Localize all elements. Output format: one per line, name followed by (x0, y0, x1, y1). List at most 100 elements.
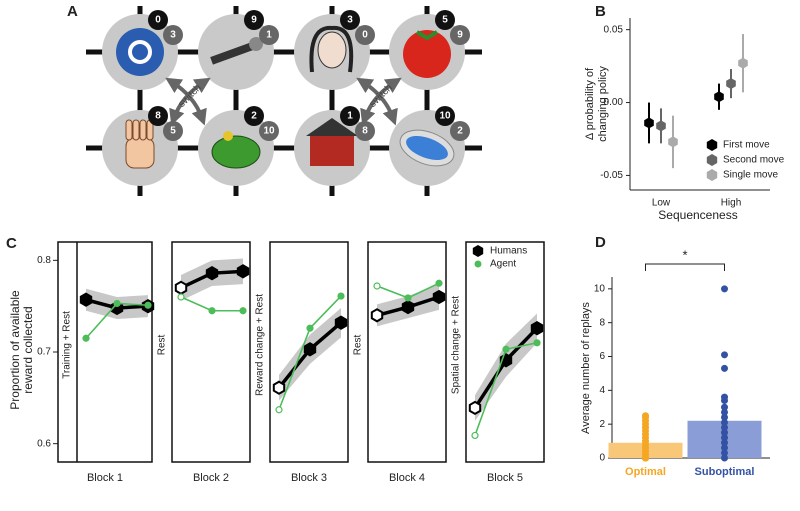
switch-arrow (169, 77, 211, 126)
point (644, 117, 654, 129)
point (177, 293, 185, 301)
y-tick-label: 4 (599, 385, 605, 396)
y-axis-label: changing policy (597, 66, 609, 142)
icon (223, 131, 233, 141)
legend-label: Agent (490, 259, 516, 270)
point (668, 136, 678, 148)
point (303, 342, 317, 357)
icon (406, 135, 448, 161)
reward-value: 1 (266, 30, 272, 41)
point (144, 301, 152, 309)
icon (211, 135, 261, 169)
reward-value: 9 (251, 15, 257, 26)
legend-label: First move (723, 140, 770, 151)
icon (132, 119, 140, 141)
icon (210, 42, 255, 65)
replay-point (721, 439, 728, 447)
condition-label: Rest (353, 334, 364, 355)
point (306, 324, 314, 332)
point (236, 264, 250, 279)
reward-value: 8 (155, 111, 161, 122)
replay-point (721, 444, 728, 452)
panel-label: A (67, 3, 78, 20)
y-axis-label: Δ probability of (584, 67, 596, 140)
y-tick-label: 0.7 (37, 347, 51, 358)
switch-arrow (360, 77, 402, 126)
replay-point (721, 364, 728, 372)
reward-badge (148, 10, 168, 30)
point (334, 315, 348, 330)
panel-label: C (6, 235, 17, 252)
block-frame (465, 241, 545, 463)
block-label: Block 3 (291, 472, 327, 484)
icon (249, 37, 263, 51)
point (404, 294, 412, 302)
replay-point (721, 429, 728, 437)
replay-point (721, 285, 728, 293)
reward-badge (450, 25, 470, 45)
condition-label: Reward change + Rest (255, 294, 266, 396)
x-tick-label: Suboptimal (695, 466, 755, 478)
replay-point (721, 454, 728, 462)
point (79, 292, 93, 307)
point (205, 266, 219, 281)
point (239, 307, 247, 315)
reward-value: 2 (251, 111, 257, 122)
replay-point (721, 424, 728, 432)
icon (116, 28, 164, 76)
icon (317, 31, 347, 69)
reward-value: 2 (457, 126, 463, 137)
icon (309, 25, 354, 73)
point (533, 339, 541, 347)
point (432, 289, 446, 305)
x-axis-label: Sequenceness (658, 208, 737, 222)
significance-label: * (682, 247, 687, 262)
x-tick-label: High (721, 198, 742, 209)
y-tick-label: 0.05 (604, 24, 624, 35)
replay-point (721, 413, 728, 421)
reward-value: 0 (155, 15, 161, 26)
reward-value: 5 (442, 15, 448, 26)
icon (125, 119, 133, 141)
point (435, 279, 443, 287)
y-tick-label: 10 (594, 283, 606, 294)
point (530, 321, 544, 336)
reward-badge (450, 121, 470, 141)
legend-marker (472, 245, 484, 257)
y-axis-label: Average number of replays (580, 302, 592, 434)
y-tick-label: 0.8 (37, 255, 51, 266)
point (656, 120, 666, 132)
point (208, 307, 216, 315)
reward-badge (163, 25, 183, 45)
legend-label: Single move (723, 170, 778, 181)
reward-value: 8 (362, 126, 368, 137)
point (272, 380, 286, 395)
y-axis-label: reward collected (21, 306, 35, 393)
replay-point (721, 351, 728, 359)
reward-value: 10 (439, 111, 451, 122)
y-tick-label: 6 (599, 351, 605, 362)
point (373, 282, 381, 290)
point (468, 400, 482, 416)
reward-badge (435, 106, 455, 126)
block-frame (57, 241, 153, 463)
reward-badge (355, 25, 375, 45)
point (726, 78, 736, 90)
icon (128, 40, 152, 64)
panel-label: B (595, 3, 606, 20)
reward-value: 10 (263, 126, 275, 137)
point (502, 345, 510, 353)
block-label: Block 4 (389, 472, 425, 484)
panel-label: D (595, 234, 606, 251)
block-label: Block 2 (193, 472, 229, 484)
y-tick-label: 0.6 (37, 438, 51, 449)
block-frame (269, 241, 349, 463)
legend-marker (474, 260, 482, 268)
icon (125, 137, 155, 169)
block-frame (171, 241, 251, 463)
reward-value: 3 (170, 30, 176, 41)
condition-label: Spatial change + Rest (451, 296, 462, 394)
legend-marker (706, 169, 718, 181)
legend-label: Humans (490, 246, 527, 257)
replay-point (721, 449, 728, 457)
